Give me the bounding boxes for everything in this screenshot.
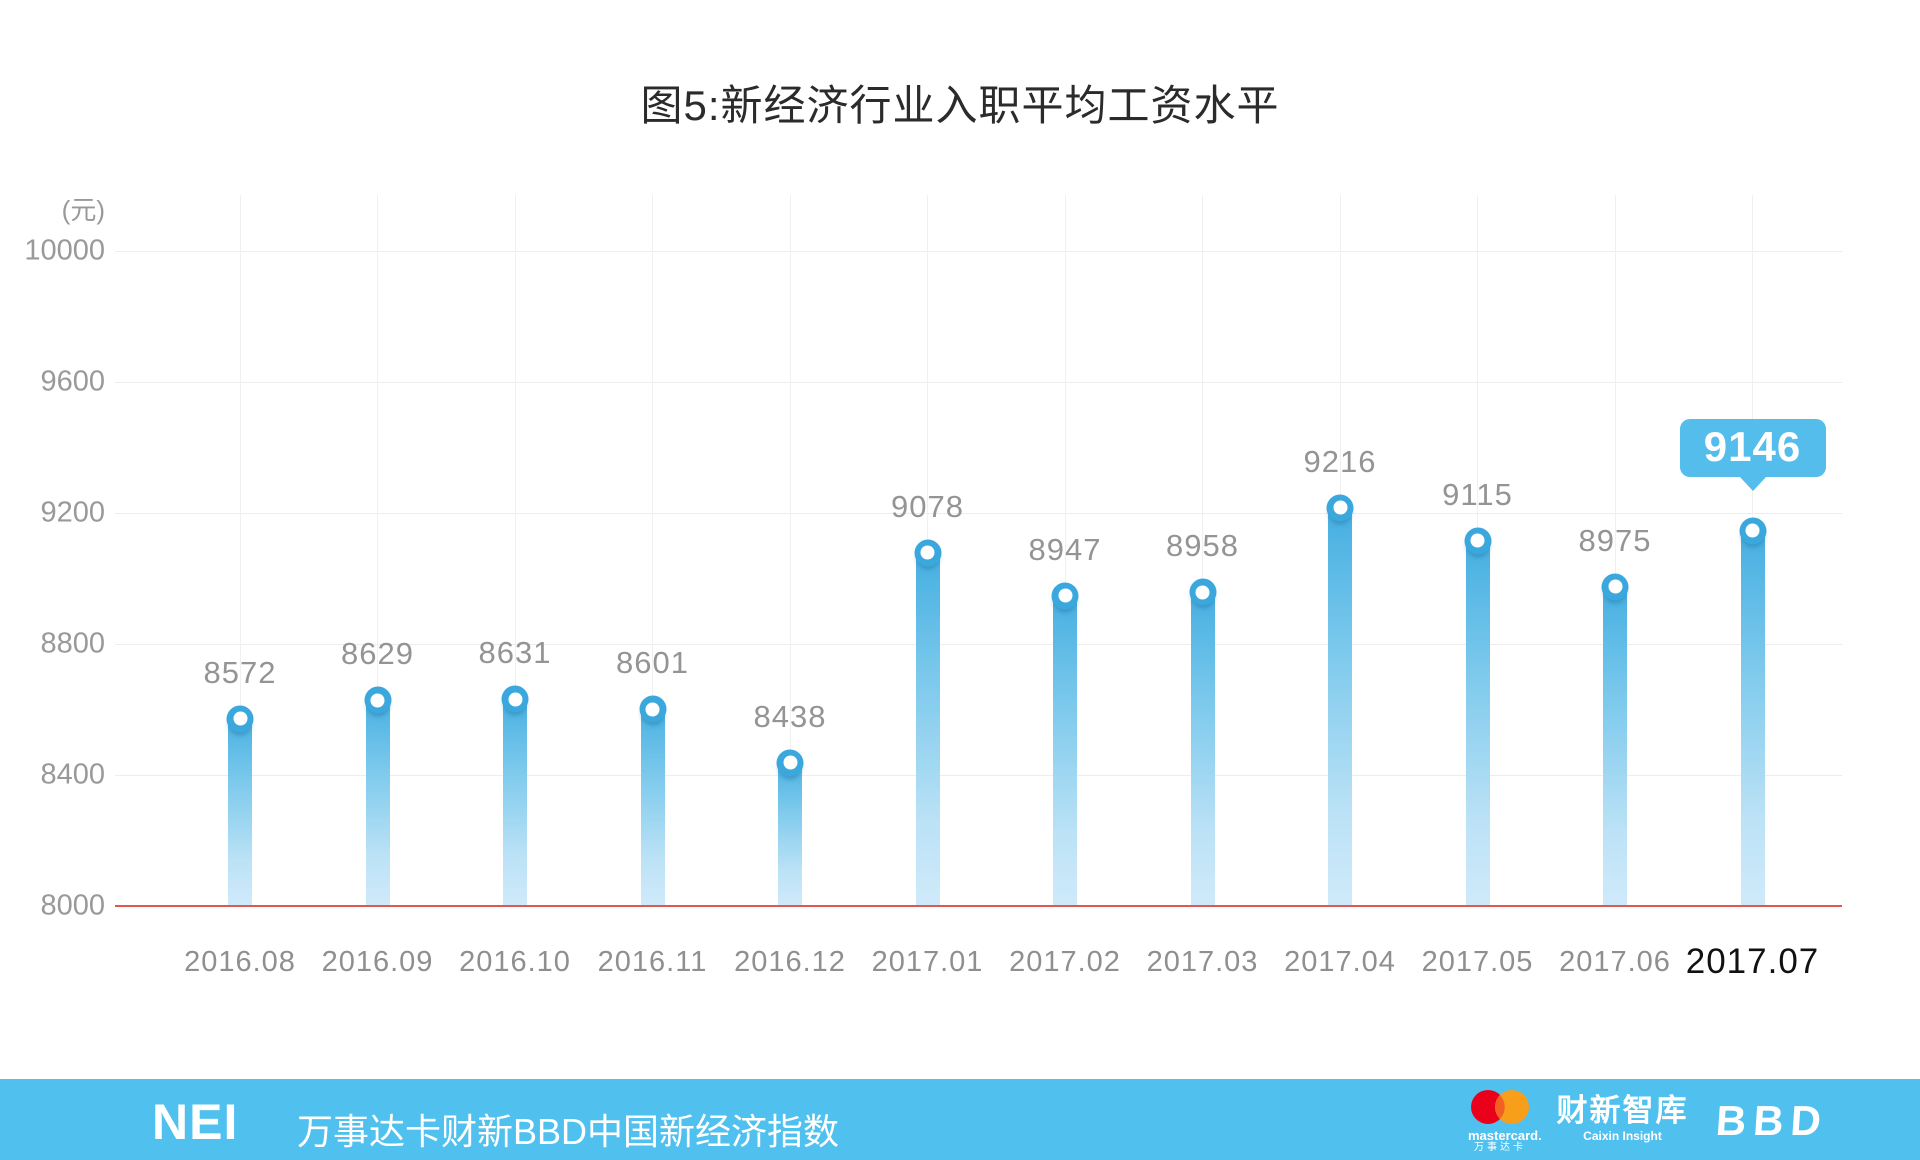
value-label: 8958 [1166, 528, 1239, 564]
y-axis-tick-label: 8000 [40, 889, 105, 922]
y-axis-tick-label: 8400 [40, 758, 105, 791]
caixin-en-label: Caixin Insight [1583, 1129, 1662, 1143]
mastercard-circles-icon [1471, 1090, 1529, 1124]
x-axis-tick-label: 2017.06 [1559, 946, 1671, 978]
value-label: 8975 [1578, 522, 1652, 558]
value-label: 8438 [753, 698, 827, 734]
x-gridline [789, 195, 791, 906]
footer-subtitle: 万事达卡财新BBD中国新经济指数 [297, 1111, 840, 1152]
value-label: 9078 [891, 488, 964, 524]
mastercard-cn-label: 万事达卡 [1474, 1142, 1526, 1153]
bar[interactable] [1740, 517, 1765, 905]
x-axis-tick-label: 2016.10 [459, 946, 571, 978]
value-label: 8601 [616, 645, 689, 681]
mastercard-wordmark: mastercard. [1468, 1128, 1542, 1143]
x-gridline [514, 195, 516, 906]
bar-marker[interactable] [1601, 573, 1629, 601]
y-gridline [115, 643, 1842, 645]
x-axis-tick-label: 2017.04 [1284, 946, 1396, 978]
x-gridline [1064, 195, 1066, 906]
bar-marker[interactable] [501, 685, 529, 713]
footer-bar: NEI 万事达卡财新BBD中国新经济指数 mastercard. 万事达卡 财新… [0, 1079, 1920, 1160]
bar[interactable] [503, 686, 527, 905]
x-axis-tick-label: 2016.11 [597, 946, 708, 978]
x-gridline [1614, 195, 1616, 906]
value-label: 8572 [203, 654, 277, 690]
y-axis-tick-label: 9600 [40, 365, 105, 398]
bar-marker[interactable] [914, 539, 941, 567]
y-gridline [115, 512, 1842, 514]
bbd-logo: BBD [1714, 1097, 1830, 1144]
value-label: 8631 [478, 635, 552, 671]
x-gridline [652, 195, 653, 906]
bar-marker[interactable] [226, 705, 254, 733]
x-axis-tick-label: 2017.02 [1009, 946, 1121, 978]
bar[interactable] [1190, 579, 1215, 905]
value-tooltip: 9146 [1679, 418, 1826, 477]
value-label: 9115 [1442, 476, 1513, 512]
bar[interactable] [228, 705, 252, 905]
value-label: 9216 [1303, 443, 1377, 479]
value-label: 8947 [1028, 531, 1102, 567]
x-axis-tick-label: 2017.05 [1421, 946, 1534, 978]
y-axis-tick-label: 8800 [40, 627, 105, 660]
x-gridline [1202, 195, 1203, 906]
bar-marker[interactable] [639, 695, 666, 723]
y-gridline [115, 381, 1842, 383]
bar-marker[interactable] [776, 749, 804, 777]
bar-marker[interactable] [364, 686, 391, 714]
x-axis-tick-label: 2017.01 [871, 946, 984, 978]
y-axis-tick-label: 10000 [24, 234, 105, 267]
y-gridline [115, 250, 1842, 252]
bar[interactable] [915, 539, 940, 905]
bar[interactable] [1603, 573, 1627, 905]
x-axis-tick-label: 2017.07 [1685, 942, 1820, 981]
bar-marker[interactable] [1189, 578, 1216, 606]
y-gridline [115, 774, 1842, 776]
bar-marker[interactable] [1739, 517, 1766, 545]
caixin-insight-logo: 财新智库 Caixin Insight [1555, 1093, 1690, 1143]
nei-logo: NEI [152, 1094, 239, 1150]
bar[interactable] [640, 696, 665, 905]
x-gridline [239, 195, 241, 906]
x-axis-tick-label: 2016.08 [184, 946, 296, 978]
chart-title: 图5:新经济行业入职平均工资水平 [640, 82, 1280, 129]
x-axis-tick-label: 2016.09 [321, 946, 434, 978]
bar[interactable] [365, 687, 390, 905]
bar-marker[interactable] [1051, 582, 1079, 610]
bar[interactable] [1053, 582, 1077, 905]
caixin-cn-label: 财新智库 [1556, 1093, 1689, 1128]
x-gridline [377, 195, 378, 906]
y-axis-unit-label: (元) [61, 195, 105, 225]
value-label: 8629 [341, 636, 414, 671]
x-axis-tick-label: 2016.12 [734, 946, 846, 978]
x-axis-tick-label: 2017.03 [1146, 946, 1259, 978]
bar[interactable] [1328, 494, 1352, 905]
bar[interactable] [1465, 527, 1490, 905]
axis-baseline [115, 905, 1842, 907]
mastercard-logo: mastercard. 万事达卡 [1468, 1089, 1542, 1154]
y-axis-tick-label: 9200 [40, 496, 105, 529]
bar-marker[interactable] [1326, 494, 1354, 522]
bar-marker[interactable] [1464, 527, 1491, 555]
